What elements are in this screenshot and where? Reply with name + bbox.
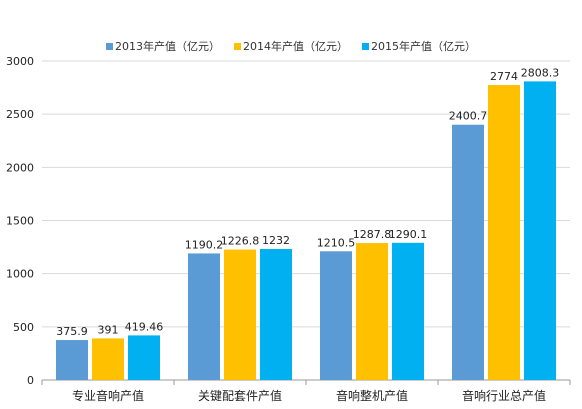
- data-label: 2808.3: [521, 66, 560, 79]
- y-tick-label: 2000: [6, 161, 34, 174]
- legend-item-2014: 2014年产值（亿元）: [234, 38, 348, 54]
- legend-swatch-2015: [362, 42, 369, 50]
- y-tick-label: 3000: [6, 55, 34, 68]
- y-tick-label: 500: [13, 321, 34, 334]
- y-tick-label: 0: [27, 374, 34, 387]
- x-tick-label: 音响整机产值: [336, 388, 408, 403]
- data-label: 1226.8: [221, 235, 260, 248]
- bar: [392, 242, 424, 380]
- bar: [524, 81, 556, 381]
- x-tick-label: 关键配套件产值: [198, 388, 282, 403]
- bar: [320, 251, 352, 380]
- bar: [56, 340, 88, 380]
- data-label: 2774: [490, 70, 518, 83]
- data-label: 1290.1: [389, 228, 428, 241]
- y-tick-label: 1000: [6, 268, 34, 281]
- data-label: 1210.5: [317, 236, 356, 249]
- legend-item-2013: 2013年产值（亿元）: [106, 38, 220, 54]
- data-label: 375.9: [56, 325, 88, 338]
- legend-swatch-2014: [234, 42, 241, 50]
- legend-label-2015: 2015年产值（亿元）: [371, 40, 476, 53]
- data-label: 1232: [262, 234, 290, 247]
- bar: [452, 124, 484, 381]
- bar: [128, 335, 160, 380]
- x-tick-label: 专业音响产值: [72, 388, 144, 403]
- bar: [356, 243, 388, 380]
- y-tick-label: 2500: [6, 108, 34, 121]
- bar: [188, 253, 220, 380]
- data-label: 1190.2: [185, 238, 224, 251]
- legend-label-2014: 2014年产值（亿元）: [243, 40, 348, 53]
- legend-swatch-2013: [106, 42, 113, 50]
- chart-legend: 2013年产值（亿元） 2014年产值（亿元） 2015年产值（亿元）: [0, 38, 582, 54]
- x-tick-label: 音响行业总产值: [462, 388, 546, 403]
- bar: [260, 248, 292, 380]
- data-label: 391: [98, 323, 119, 336]
- bar: [224, 249, 256, 380]
- y-tick-label: 1500: [6, 215, 34, 228]
- legend-item-2015: 2015年产值（亿元）: [362, 38, 476, 54]
- data-label: 419.46: [125, 320, 164, 333]
- data-label: 1287.8: [353, 228, 392, 241]
- bar: [488, 85, 520, 380]
- data-label: 2400.7: [449, 110, 488, 123]
- bar: [92, 338, 124, 380]
- legend-label-2013: 2013年产值（亿元）: [115, 40, 220, 53]
